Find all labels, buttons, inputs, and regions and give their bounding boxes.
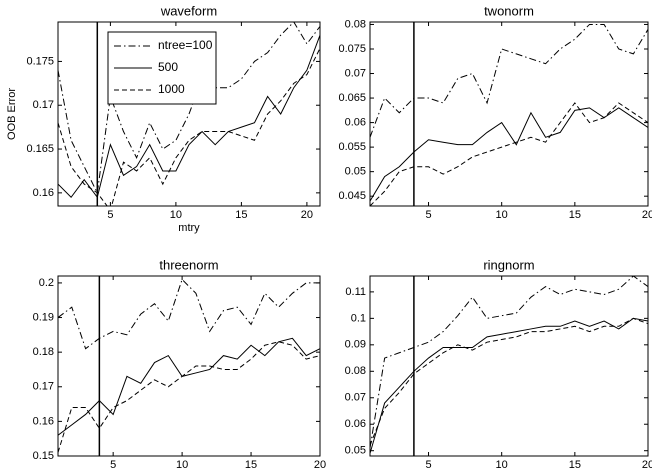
chart-title: threenorm	[159, 257, 218, 272]
y-tick-label: 0.065	[338, 92, 366, 104]
axes-box	[57, 21, 321, 207]
x-tick-label: 10	[496, 459, 508, 471]
chart-title: waveform	[160, 3, 217, 18]
x-tick-label: 5	[110, 459, 116, 471]
x-tick-label: 15	[569, 209, 581, 221]
y-tick-label: 0.075	[338, 43, 366, 55]
y-tick-label: 0.175	[26, 55, 54, 67]
y-tick-label: 0.07	[345, 67, 366, 79]
y-tick-label: 0.08	[345, 18, 366, 30]
axes-box	[57, 275, 321, 457]
y-tick-label: 0.09	[345, 339, 366, 351]
series-line	[370, 317, 648, 446]
series-line	[370, 317, 648, 454]
series-line	[370, 23, 648, 138]
x-tick-label: 20	[642, 459, 652, 471]
series-line	[58, 34, 320, 199]
x-tick-label: 10	[170, 209, 182, 221]
y-tick-label: 0.11	[345, 286, 366, 298]
y-tick-label: 0.08	[345, 365, 366, 377]
y-tick-label: 0.07	[345, 392, 366, 404]
y-tick-label: 0.05	[345, 166, 366, 178]
legend-label: 1000	[158, 82, 185, 96]
x-tick-label: 10	[496, 209, 508, 221]
chart-title: twonorm	[484, 3, 534, 18]
series-line	[58, 278, 320, 350]
y-tick-label: 0.045	[338, 190, 366, 202]
y-tick-label: 0.05	[345, 445, 366, 457]
legend-label: 500	[158, 60, 178, 74]
x-tick-label: 20	[314, 459, 326, 471]
x-tick-label: 15	[245, 459, 257, 471]
x-tick-label: 20	[301, 209, 313, 221]
y-tick-label: 0.19	[33, 311, 54, 323]
x-tick-label: 5	[425, 209, 431, 221]
x-tick-label: 15	[569, 459, 581, 471]
y-tick-label: 0.165	[26, 143, 54, 155]
y-tick-label: 0.1	[351, 312, 366, 324]
x-tick-label: 20	[642, 209, 652, 221]
series-line	[58, 22, 320, 195]
y-tick-label: 0.16	[33, 187, 54, 199]
series-line	[58, 337, 320, 436]
x-axis-label: mtry	[178, 222, 200, 234]
y-tick-label: 0.15	[33, 450, 54, 462]
y-tick-label: 0.17	[33, 99, 54, 111]
legend-label: ntree=100	[158, 38, 213, 52]
x-tick-label: 5	[107, 209, 113, 221]
y-tick-label: 0.06	[345, 418, 366, 430]
axes-box	[369, 21, 649, 207]
y-tick-label: 0.17	[33, 381, 54, 393]
y-tick-label: 0.18	[33, 346, 54, 358]
y-tick-label: 0.055	[338, 141, 366, 153]
chart-title: ringnorm	[483, 257, 534, 272]
axes-box	[369, 275, 649, 457]
series-line	[58, 48, 320, 206]
x-tick-label: 10	[176, 459, 188, 471]
series-line	[58, 341, 320, 453]
x-tick-label: 5	[425, 459, 431, 471]
series-line	[370, 102, 648, 206]
x-tick-label: 15	[235, 209, 247, 221]
series-line	[370, 107, 648, 202]
y-tick-label: 0.2	[39, 277, 54, 289]
y-tick-label: 0.06	[345, 116, 366, 128]
series-line	[370, 276, 648, 449]
y-tick-label: 0.16	[33, 415, 54, 427]
y-axis-label: OOB Error	[6, 88, 18, 140]
